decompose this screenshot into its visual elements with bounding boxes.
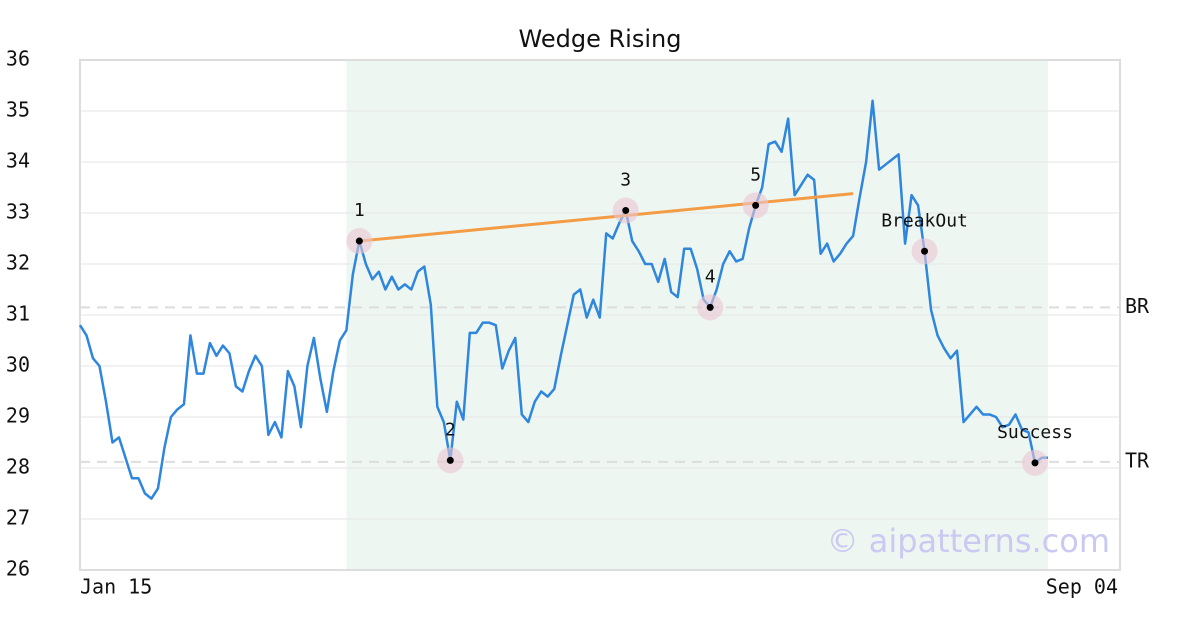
y-tick-label: 32 — [6, 251, 30, 275]
x-tick-label: Jan 15 — [80, 575, 152, 599]
y-tick-label: 36 — [6, 47, 30, 71]
marker-label: BreakOut — [881, 210, 968, 231]
y-tick-label: 30 — [6, 353, 30, 377]
level-label: BR — [1125, 294, 1150, 318]
y-tick-label: 35 — [6, 98, 30, 122]
price-line — [78, 99, 1048, 500]
marker-dot — [921, 247, 929, 255]
y-tick-label: 27 — [6, 506, 30, 530]
trendline — [359, 192, 854, 243]
marker-dot — [446, 456, 454, 464]
y-tick-label: 29 — [6, 404, 30, 428]
marker-label: 5 — [750, 164, 761, 185]
marker-label: Success — [997, 422, 1073, 443]
marker-label: 1 — [354, 200, 365, 221]
level-label: TR — [1125, 448, 1150, 472]
y-tick-label: 28 — [6, 455, 30, 479]
marker-dot — [355, 237, 363, 245]
y-tick-label: 26 — [6, 557, 30, 581]
y-tick-label: 31 — [6, 302, 30, 326]
marker-dot — [622, 206, 630, 214]
plot-frame — [79, 59, 1121, 571]
marker-dot — [706, 303, 714, 311]
y-tick-label: 34 — [6, 149, 30, 173]
y-tick-label: 33 — [6, 200, 30, 224]
x-tick-label: Sep 04 — [1046, 575, 1118, 599]
marker-label: 3 — [620, 169, 631, 190]
marker-dot — [1031, 459, 1039, 467]
marker-label: 2 — [445, 419, 456, 440]
chart-title: Wedge Rising — [519, 25, 682, 53]
marker-label: 4 — [705, 266, 716, 287]
watermark: © aipatterns.com — [827, 522, 1110, 560]
marker-dot — [752, 201, 760, 209]
